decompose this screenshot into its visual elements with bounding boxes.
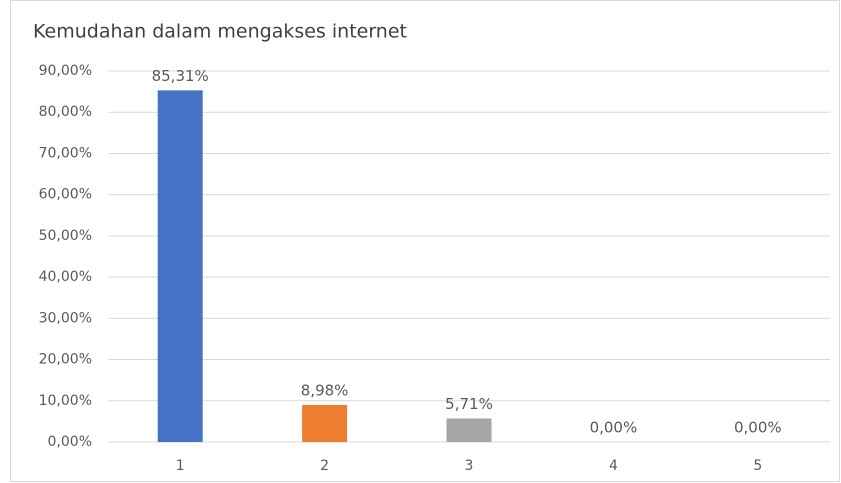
- x-tick-label: 5: [753, 458, 762, 474]
- y-tick-label: 90,00%: [39, 63, 92, 79]
- y-tick-label: 80,00%: [39, 104, 92, 120]
- x-tick-label: 4: [609, 458, 618, 474]
- y-tick-label: 60,00%: [39, 187, 92, 203]
- y-tick-label: 50,00%: [39, 228, 92, 244]
- y-tick-label: 10,00%: [39, 393, 92, 409]
- x-tick-label: 2: [320, 458, 329, 474]
- bar: [302, 404, 348, 442]
- x-tick-label: 3: [465, 458, 474, 474]
- data-label: 5,71%: [445, 395, 493, 413]
- x-tick-label: 1: [176, 458, 185, 474]
- chart-title: Kemudahan dalam mengakses internet: [33, 21, 407, 43]
- bar: [446, 418, 492, 442]
- data-label: 85,31%: [152, 67, 209, 85]
- chart-border: [10, 0, 840, 482]
- data-label: 0,00%: [590, 419, 638, 437]
- y-tick-label: 40,00%: [39, 269, 92, 285]
- data-label: 0,00%: [734, 419, 782, 437]
- y-tick-label: 20,00%: [39, 352, 92, 368]
- y-tick-label: 30,00%: [39, 310, 92, 326]
- data-label: 8,98%: [301, 381, 349, 399]
- y-tick-label: 0,00%: [48, 434, 92, 450]
- y-tick-label: 70,00%: [39, 145, 92, 161]
- bar: [157, 90, 203, 442]
